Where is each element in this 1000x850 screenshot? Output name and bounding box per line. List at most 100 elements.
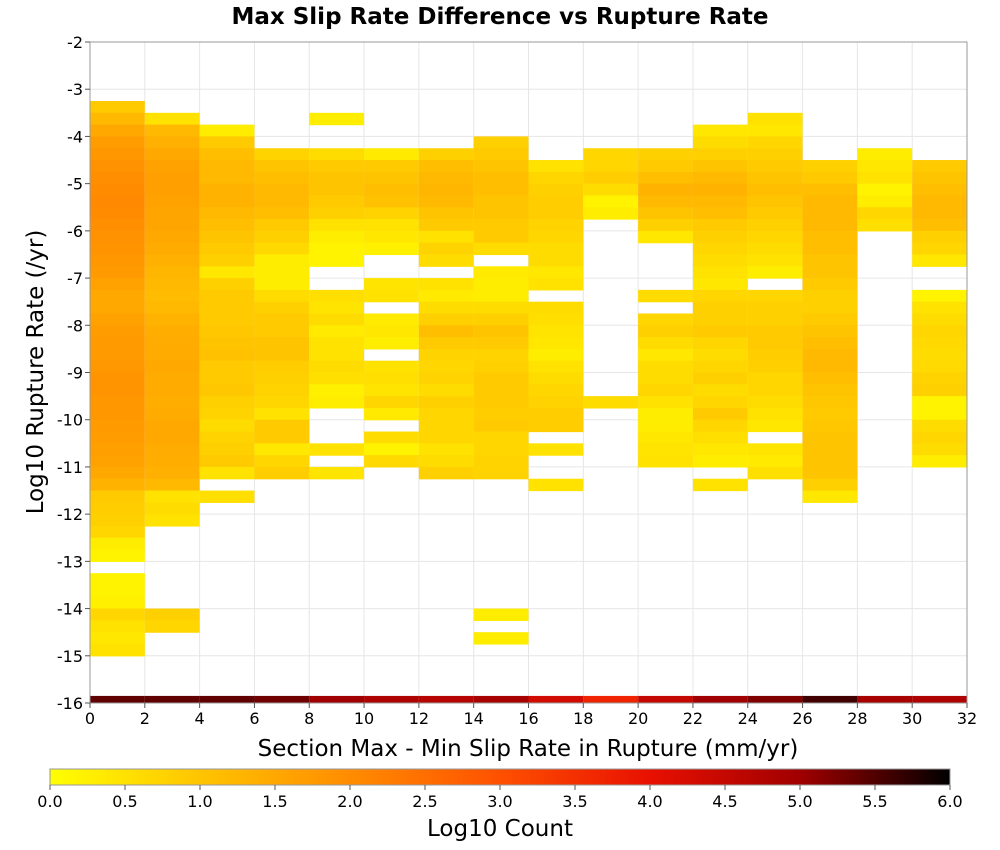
heatmap-cell (528, 230, 584, 244)
colorbar (49, 768, 951, 786)
heatmap-cell (254, 419, 310, 433)
y-axis-label: Log10 Rupture Rate (/yr) (23, 230, 49, 515)
heatmap-cell-bottom (199, 695, 255, 703)
heatmap-cell (528, 337, 584, 350)
heatmap-cell (692, 230, 748, 244)
heatmap-cell (418, 325, 474, 338)
heatmap-cell (692, 313, 748, 326)
heatmap-cell (528, 407, 584, 421)
heatmap-cell (199, 313, 255, 326)
heatmap-cell (692, 372, 748, 385)
x-tick-label: 32 (957, 709, 977, 728)
heatmap-cell (254, 372, 310, 385)
heatmap-cell (802, 254, 858, 267)
heatmap-cell (747, 455, 803, 468)
heatmap-cell (802, 183, 858, 197)
heatmap-cell (473, 278, 529, 291)
heatmap-cell (144, 431, 200, 444)
heatmap-cell (473, 183, 529, 197)
heatmap-cell-bottom (90, 695, 145, 703)
x-tick-label: 24 (738, 709, 758, 728)
heatmap-cell (692, 478, 748, 492)
heatmap-cell (254, 384, 310, 397)
y-tick-label: -6 (67, 222, 83, 241)
heatmap-cell (692, 455, 748, 468)
colorbar-label: Log10 Count (427, 816, 573, 842)
heatmap-cell (364, 325, 419, 338)
y-tick-label: -12 (57, 505, 83, 524)
heatmap-cell (912, 254, 967, 267)
chart-title: Max Slip Rate Difference vs Rupture Rate (231, 4, 768, 30)
heatmap-cell (144, 112, 200, 126)
heatmap-cell (309, 337, 365, 350)
heatmap-cell (144, 289, 200, 303)
heatmap-cell (254, 148, 310, 161)
heatmap-cell (747, 171, 803, 185)
heatmap-cell (747, 207, 803, 220)
heatmap-cell (857, 148, 913, 161)
heatmap-cell (528, 372, 584, 385)
heatmap-cell (199, 289, 255, 303)
heatmap-cell (199, 325, 255, 338)
heatmap-cell (747, 301, 803, 315)
heatmap-cell (199, 266, 255, 279)
heatmap-cell (747, 195, 803, 208)
heatmap-cell (309, 242, 365, 256)
heatmap-cell (802, 242, 858, 256)
heatmap-cell (309, 183, 365, 197)
heatmap-cell (144, 242, 200, 256)
heatmap-cell (90, 431, 145, 444)
y-tick-label: -14 (57, 600, 83, 619)
heatmap-cell (254, 171, 310, 185)
heatmap-cell (802, 337, 858, 350)
heatmap-cell-bottom (309, 695, 365, 703)
heatmap-cell (199, 171, 255, 185)
heatmap-cell (747, 419, 803, 433)
heatmap-cell (199, 372, 255, 385)
heatmap-cell (90, 266, 145, 279)
heatmap-cell (747, 136, 803, 149)
y-tick-label: -9 (67, 364, 83, 383)
x-tick-label: 6 (249, 709, 259, 728)
heatmap-cell (802, 207, 858, 220)
colorbar-tick-label: 1.0 (187, 792, 212, 811)
heatmap-cell (90, 443, 145, 456)
heatmap-cell (364, 207, 419, 220)
heatmap-cell (90, 455, 145, 468)
heatmap-cell (638, 431, 693, 444)
heatmap-cell (912, 171, 967, 185)
heatmap-cell (473, 242, 529, 256)
heatmap-cell (309, 325, 365, 338)
heatmap-cell-bottom (144, 695, 200, 703)
heatmap-cell (144, 219, 200, 232)
heatmap-cell (90, 348, 145, 362)
heatmap-cell (418, 313, 474, 326)
heatmap-cell (802, 301, 858, 315)
heatmap-cell (638, 348, 693, 362)
heatmap-cell-bottom (254, 695, 310, 703)
heatmap-cell (90, 313, 145, 326)
heatmap-cell (90, 219, 145, 232)
heatmap-cell (747, 443, 803, 456)
heatmap-cell (912, 183, 967, 197)
heatmap-cell (912, 360, 967, 374)
heatmap-cell (144, 502, 200, 515)
heatmap-cell (638, 171, 693, 185)
heatmap-cell (90, 584, 145, 598)
heatmap-cell (90, 478, 145, 492)
heatmap-cell (473, 160, 529, 173)
heatmap-cell (638, 396, 693, 409)
heatmap-cell (802, 360, 858, 374)
heatmap-cell (90, 112, 145, 126)
heatmap-cell (199, 254, 255, 267)
heatmap-cell (90, 514, 145, 527)
heatmap-cell (90, 160, 145, 173)
x-tick-label: 2 (140, 709, 150, 728)
x-tick-label: 14 (464, 709, 484, 728)
heatmap-cell (528, 396, 584, 409)
heatmap-cell (473, 313, 529, 326)
x-tick-label: 12 (409, 709, 429, 728)
heatmap-cell (309, 219, 365, 232)
heatmap-cell (638, 195, 693, 208)
heatmap-cell-bottom (418, 695, 474, 703)
